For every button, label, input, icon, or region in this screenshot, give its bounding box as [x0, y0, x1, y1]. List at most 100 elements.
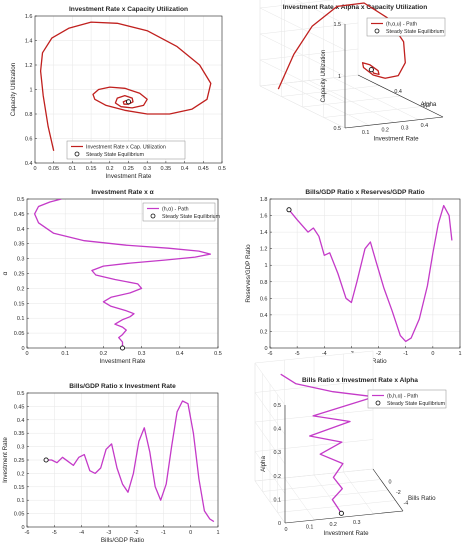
y-tick-label: 0.5: [17, 391, 25, 397]
y-tick-label: 0.4: [394, 89, 402, 95]
y-axis-line: [372, 468, 404, 512]
y-tick-label: 0.2: [17, 471, 25, 477]
x-tick-label: -4: [322, 351, 327, 357]
grid-line: [259, 74, 359, 87]
y-axis-label: Bills Ratio: [408, 495, 436, 502]
equilibrium-marker: [286, 207, 292, 213]
equilibrium-marker: [43, 457, 49, 463]
chart-panel-p1: 0 0.05 0.1 0.15 0.2 0.25 0.3 0.35 0.4 0.45 0.5 0.4 0…: [10, 6, 226, 180]
x-tick-label: 0.2: [381, 128, 389, 134]
x-axis-label: Bills/GDP Ratio: [101, 537, 145, 544]
y-tick-label: 0.25: [14, 272, 25, 278]
z-axis-label: Capacity Utilization: [320, 49, 327, 102]
y-tick-label: 0.35: [14, 242, 25, 248]
legend-entry: Steady State Equilibrium: [386, 29, 445, 35]
z-tick-label: 0.1: [274, 497, 282, 503]
y-tick-label: 0: [389, 480, 392, 486]
y-tick-label: 1: [264, 263, 267, 269]
x-tick-label: -6: [25, 530, 30, 536]
x-tick-label: 0.3: [143, 166, 151, 172]
legend-entry: Steady State Equilibrium: [86, 152, 145, 158]
x-tick-label: 0.1: [306, 525, 314, 531]
x-tick-label: -1: [403, 351, 408, 357]
x-tick-label: 0.3: [138, 351, 146, 357]
grid-line: [254, 468, 374, 482]
y-tick-label: 0.25: [14, 458, 25, 464]
y-tick-label: 0.2: [17, 286, 25, 292]
grid-line: [254, 392, 286, 435]
y-tick-label: 0: [21, 346, 24, 352]
y-tick-label: 0.15: [14, 301, 25, 307]
y-axis-label: Alpha: [421, 101, 437, 108]
legend-box: [142, 202, 216, 222]
legend-entry: Steady State Equilibrium: [387, 401, 446, 407]
y-tick-label: 0.3: [17, 257, 25, 263]
x-tick-label: 0.3: [353, 520, 361, 526]
y-tick-label: 0.15: [14, 485, 25, 491]
chart-title: Bills Ratio x Investment Rate x Alpha: [302, 377, 418, 384]
x-tick-label: -5: [52, 530, 57, 536]
y-tick-label: 0.8: [25, 112, 33, 118]
chart-title: Investment Rate x Capacity Utilization: [69, 6, 188, 13]
x-tick-label: 0.15: [86, 166, 97, 172]
legend-marker-swatch: [150, 213, 156, 219]
x-tick-label: 1: [458, 351, 461, 357]
legend-entry: (b,h,α) - Path: [387, 394, 418, 400]
y-tick-label: 0.8: [260, 280, 268, 286]
x-axis-line: [344, 116, 444, 129]
legend-marker-swatch: [74, 151, 80, 157]
grid-line: [254, 421, 286, 465]
y-tick-label: 1.4: [260, 230, 268, 236]
chart-title: Bills/GDP Ratio x Investment Rate: [69, 383, 176, 390]
chart-title: Investment Rate x α: [91, 189, 153, 196]
x-axis-label: Investment Rate: [106, 173, 152, 180]
z-tick-label: 0: [278, 521, 281, 527]
grid-line: [295, 0, 346, 25]
grid-line: [259, 33, 346, 77]
plot-area: [270, 199, 460, 348]
legend-box: [366, 17, 446, 37]
z-tick-label: 0.3: [274, 450, 282, 456]
axes-box: [269, 198, 461, 349]
x-tick-label: 0.2: [329, 522, 337, 528]
legend-entry: (h,α) - Path: [162, 207, 189, 213]
chart-title: Investment Rate x Alpha x Capacity Utili…: [283, 4, 428, 11]
chart-panel-p3: 0 0.1 0.2 0.3 0.4 0.5 0 0.05 0.1 0.15 0.2 0.25 0.3 0.…: [2, 189, 222, 365]
z-tick-label: 1.5: [334, 22, 342, 28]
y-tick-label: -4: [404, 501, 409, 507]
y-tick-label: 0.05: [14, 512, 25, 518]
equilibrium-marker: [368, 67, 374, 73]
x-tick-label: 0: [285, 527, 288, 533]
chart-title: Bills/GDP Ratio x Reserves/GDP Ratio: [305, 189, 424, 196]
grid-line: [254, 362, 286, 406]
equilibrium-marker: [125, 99, 132, 105]
x-tick-label: -6: [268, 351, 273, 357]
equilibrium-marker: [338, 510, 344, 516]
y-tick-label: 0.1: [17, 316, 25, 322]
y-tick-label: 0.5: [17, 197, 25, 203]
z-tick-label: 0.4: [274, 427, 282, 433]
x-tick-label: 0.1: [61, 351, 69, 357]
x-axis-label: Investment Rate: [100, 358, 146, 365]
x-tick-label: 0.4: [181, 166, 189, 172]
y-tick-label: 0: [21, 525, 24, 531]
series-line-path: [277, 2, 406, 90]
chart-panel-p4: -6-5-4-3-2-10100.20.40.60.811.21.41.61.8…: [245, 189, 462, 365]
x-tick-label: 0.3: [401, 125, 409, 131]
x-tick-label: -5: [295, 351, 300, 357]
y-tick-label: 0.3: [17, 445, 25, 451]
chart-panel-p2: 0.1 0.2 0.3 0.4 0.3 0.4 0.5 1 1.5 Investment Rate…: [259, 0, 444, 143]
y-tick-label: 0.6: [25, 137, 33, 143]
x-tick-label: -1: [161, 530, 166, 536]
y-axis-label: α: [2, 271, 9, 275]
y-tick-label: 1.2: [25, 63, 33, 69]
legend-entry: Investment Rate x Cap. Utilization: [86, 145, 166, 151]
y-tick-label: 1.2: [260, 247, 268, 253]
x-tick-label: -2: [376, 351, 381, 357]
y-tick-label: 1: [29, 88, 32, 94]
grid-line: [333, 77, 419, 120]
x-tick-label: 0.1: [69, 166, 77, 172]
